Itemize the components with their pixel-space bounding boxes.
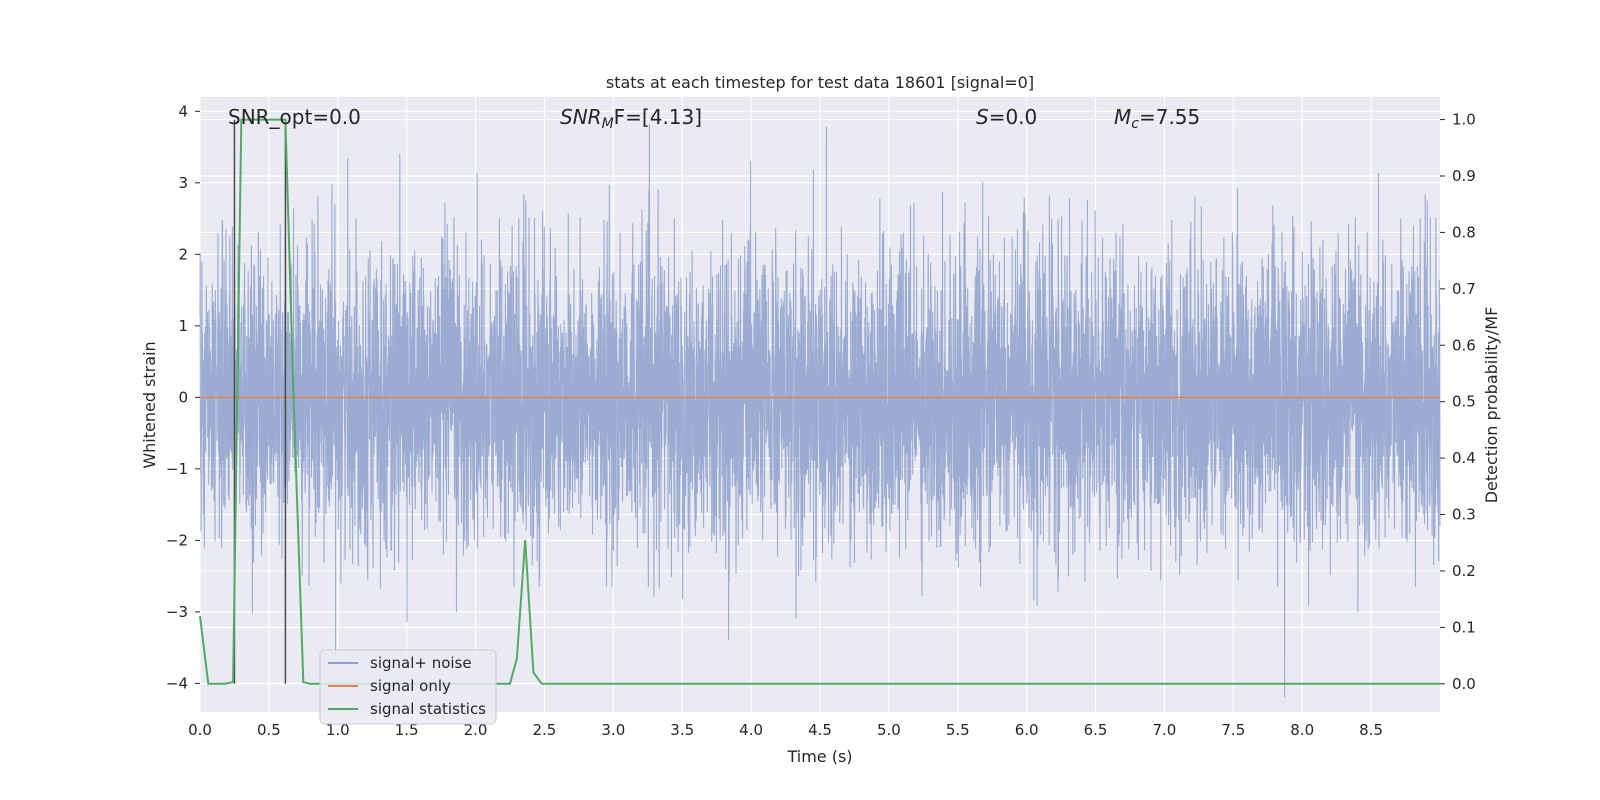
x-tick-label: 6.5 [1084, 721, 1108, 739]
annotation-s: S=0.0 [976, 105, 1037, 129]
y-axis-right-label: Detection probability/MF [1482, 307, 1501, 504]
x-tick-label: 8.5 [1359, 721, 1383, 739]
annotation-mc: Mc=7.55 [1114, 105, 1200, 132]
y-axis-right-ticks: 0.0 0.1 0.2 0.3 0.4 0.5 0.6 0.7 0.8 0.9 1.0 [1440, 111, 1476, 693]
x-tick-label: 1.0 [326, 721, 350, 739]
annotation-snr-opt: SNR_opt=0.0 [228, 105, 361, 129]
noise-line [199, 123, 1441, 698]
x-tick-label: 7.0 [1153, 721, 1177, 739]
y-tick-label-right: 0.3 [1452, 506, 1476, 524]
x-tick-label: 3.0 [601, 721, 625, 739]
legend-label-signal-noise: signal+ noise [370, 654, 472, 672]
y-tick-label-right: 0.6 [1452, 336, 1476, 354]
legend-box [319, 649, 497, 725]
y-tick-label-right: 0.0 [1452, 675, 1476, 693]
series-signal-noise [199, 123, 1441, 698]
x-axis-ticks: 0.0 0.5 1.0 1.5 2.0 2.5 3.0 3.5 4.0 4.5 5.0 5.5 6.0 6… [188, 721, 1383, 739]
y-axis-left-ticks: −4 −3 −2 −1 0 1 2 3 4 [166, 102, 200, 692]
x-tick-label: 0.0 [188, 721, 212, 739]
x-tick-label: 5.0 [877, 721, 901, 739]
chart-title: stats at each timestep for test data 186… [606, 73, 1034, 92]
x-tick-label: 4.0 [739, 721, 763, 739]
plot-content [199, 118, 1441, 698]
y-tick-label-left: 0 [178, 388, 188, 406]
y-tick-label-right: 0.2 [1452, 562, 1476, 580]
y-tick-label-right: 0.8 [1452, 223, 1476, 241]
x-tick-label: 1.5 [395, 721, 419, 739]
y-tick-label-left: 4 [178, 102, 188, 120]
x-tick-label: 0.5 [257, 721, 281, 739]
y-tick-label-left: 1 [178, 317, 188, 335]
y-tick-label-right: 0.7 [1452, 280, 1476, 298]
x-tick-label: 8.0 [1290, 721, 1314, 739]
x-tick-label: 7.5 [1221, 721, 1245, 739]
legend-label-signal-only: signal only [370, 677, 451, 695]
y-tick-label-left: 2 [178, 245, 188, 263]
y-tick-label-left: −1 [166, 460, 188, 478]
y-tick-label-right: 0.9 [1452, 167, 1476, 185]
y-tick-label-right: 0.4 [1452, 449, 1476, 467]
y-tick-label-left: 3 [178, 174, 188, 192]
x-tick-label: 2.0 [464, 721, 488, 739]
y-tick-label-left: −2 [166, 531, 188, 549]
legend: signal+ noise signal only signal statist… [319, 649, 497, 725]
annotation-snr-mf: SNRMF=[4.13] [560, 105, 702, 132]
x-tick-label: 3.5 [670, 721, 694, 739]
y-tick-label-left: −3 [166, 603, 188, 621]
y-tick-label-right: 1.0 [1452, 111, 1476, 129]
x-axis-label: Time (s) [786, 747, 852, 766]
legend-label-signal-statistics: signal statistics [370, 700, 486, 718]
x-tick-label: 4.5 [808, 721, 832, 739]
x-tick-label: 5.5 [946, 721, 970, 739]
y-axis-left-label: Whitened strain [140, 341, 159, 468]
x-tick-label: 2.5 [533, 721, 557, 739]
x-tick-label: 6.0 [1015, 721, 1039, 739]
y-tick-label-left: −4 [166, 674, 188, 692]
y-tick-label-right: 0.5 [1452, 393, 1476, 411]
y-tick-label-right: 0.1 [1452, 618, 1476, 636]
